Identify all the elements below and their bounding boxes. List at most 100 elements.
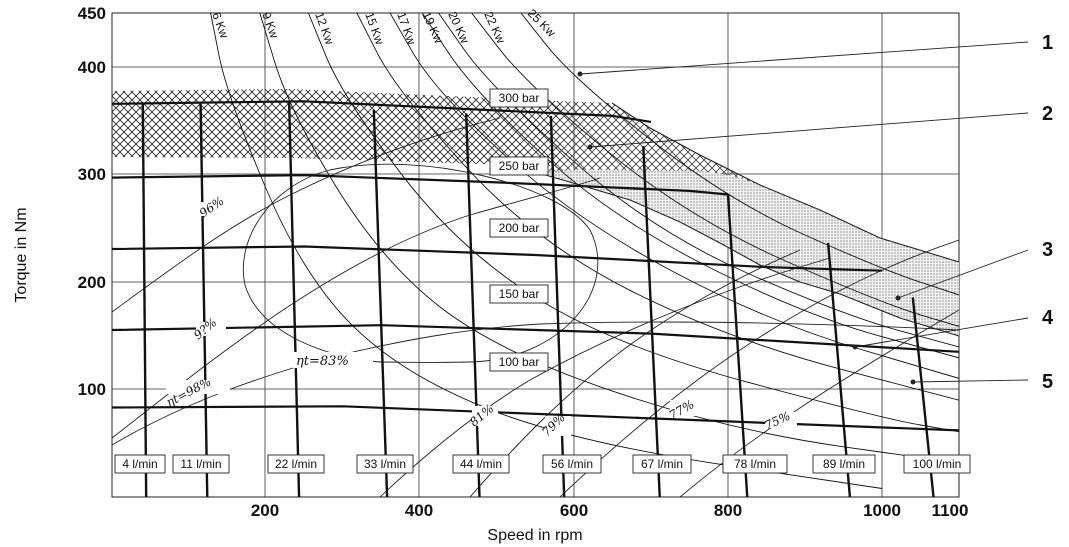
flow-label-11: 11 l/min	[180, 457, 221, 471]
x-tick-400: 400	[405, 501, 433, 520]
callouts	[577, 41, 1029, 385]
flow-label-4: 4 l/min	[122, 457, 157, 471]
band-upper-edge	[611, 102, 960, 263]
flow-label-box-89	[812, 454, 876, 474]
flow-label-box-56	[542, 454, 602, 474]
pressure-label-box-150	[489, 284, 549, 304]
eff-label-bg-81	[472, 406, 498, 426]
callout-dot-4	[852, 344, 858, 350]
efficiency-contour-79	[469, 249, 801, 497]
y-tick-450: 450	[78, 4, 106, 23]
x-tick-1000: 1000	[863, 501, 901, 520]
pressure-lines	[112, 100, 959, 432]
flow-label-22: 22 l/min	[275, 457, 317, 471]
eff-label-bg-83	[293, 352, 373, 368]
flow-line-89-l-min	[826, 242, 852, 497]
y-tick-300: 300	[78, 165, 106, 184]
flow-line-4-l-min	[141, 103, 148, 497]
pressure-line-200-bar	[112, 245, 883, 272]
flow-label-box-67	[632, 454, 692, 474]
efficiency-labels: 96% 9?% ηt=83% ηt=98% 81% 79% 77% 75%	[164, 194, 797, 439]
callout-leader-2	[589, 112, 1029, 148]
flow-line-44-l-min	[465, 113, 481, 497]
pressure-label-box-300	[489, 88, 549, 108]
efficiency-contour-96	[112, 117, 501, 313]
power-line-22-kw	[471, 13, 959, 327]
flow-label-box-100	[903, 454, 971, 474]
callout-leader-1	[579, 41, 1029, 75]
pressure-label-150: 150 bar	[499, 287, 540, 301]
y-tick-200: 200	[78, 273, 106, 292]
pressure-line-300-bar	[112, 100, 652, 123]
power-line-17-kw	[389, 13, 959, 379]
pressure-line-150-bar	[112, 324, 959, 353]
callout-dot-2	[587, 144, 593, 150]
callout-leader-4	[854, 317, 1029, 348]
callout-numbers: 1 2 3 4 5	[1042, 32, 1054, 393]
pressure-label-250: 250 bar	[499, 159, 540, 173]
power-line-25-kw	[520, 13, 959, 296]
x-tick-labels: 200 400 600 800 1000 1100	[251, 501, 969, 520]
y-tick-400: 400	[78, 58, 106, 77]
eff-label-bg-79	[545, 416, 571, 436]
power-line-15-kw	[356, 13, 959, 401]
flow-label-box-4	[114, 454, 166, 474]
flow-label-44: 44 l/min	[460, 457, 502, 471]
flow-label-box-44	[452, 454, 510, 474]
band-lower-edge	[534, 171, 960, 337]
flow-label-67: 67 l/min	[641, 457, 683, 471]
callout-dot-3	[895, 295, 901, 301]
pressure-label-300: 300 bar	[499, 91, 540, 105]
flow-label-box-33	[356, 454, 414, 474]
flow-line-100-l-min	[911, 297, 935, 497]
efficiency-contour-83	[242, 163, 599, 363]
callout-dot-5	[910, 379, 916, 385]
y-axis-title: Torque in Nm	[13, 207, 30, 302]
flow-line-78-l-min	[726, 194, 749, 497]
pressure-label-box-200	[489, 218, 549, 238]
x-tick-200: 200	[251, 501, 279, 520]
efficiency-contour-75	[679, 309, 959, 497]
band-boundaries	[534, 102, 960, 337]
callout-number-3: 3	[1042, 239, 1053, 261]
callout-leader-5	[912, 379, 1029, 383]
flow-label-100: 100 l/min	[913, 457, 962, 471]
callout-number-4: 4	[1042, 307, 1054, 329]
flow-label-box-11	[172, 454, 230, 474]
eff-label-bg-75	[765, 412, 797, 428]
flow-label-box-78	[722, 454, 788, 474]
flow-label-33: 33 l/min	[364, 457, 406, 471]
x-tick-600: 600	[560, 501, 588, 520]
eff-label-bg-9x	[196, 322, 226, 336]
eff-label-bg-96	[198, 202, 228, 216]
y-tick-labels: 450 400 300 200 100	[78, 4, 106, 399]
pressure-label-200: 200 bar	[499, 221, 540, 235]
y-tick-100: 100	[78, 380, 106, 399]
power-lines	[210, 13, 959, 489]
x-axis-title: Speed in rpm	[487, 527, 582, 544]
callout-leader-3	[897, 249, 1029, 299]
flow-labels: 4 l/min 11 l/min 22 l/min 33 l/min 44 l/…	[114, 454, 971, 474]
pressure-line-250-bar	[112, 173, 729, 196]
x-tick-800: 800	[714, 501, 742, 520]
power-line-19-kw	[421, 13, 959, 359]
flow-line-67-l-min	[642, 146, 661, 497]
callout-number-2: 2	[1042, 103, 1053, 125]
pressure-label-box-100	[489, 352, 549, 372]
callout-number-5: 5	[1042, 371, 1053, 393]
flow-label-89: 89 l/min	[823, 457, 865, 471]
pressure-labels: 300 bar 250 bar 200 bar 150 bar 100 bar	[489, 88, 549, 372]
flow-lines	[141, 101, 935, 497]
callout-dot-1	[577, 71, 583, 77]
flow-label-78: 78 l/min	[734, 457, 776, 471]
pressure-label-100: 100 bar	[499, 355, 540, 369]
x-tick-1100: 1100	[932, 501, 969, 520]
flow-label-box-22	[267, 454, 325, 474]
flow-line-33-l-min	[372, 109, 389, 497]
flow-line-56-l-min	[549, 115, 566, 497]
power-line-9-kw	[259, 13, 959, 464]
eff-label-bg-77	[670, 400, 702, 416]
flow-line-22-l-min	[287, 101, 301, 497]
callout-number-1: 1	[1042, 32, 1053, 54]
